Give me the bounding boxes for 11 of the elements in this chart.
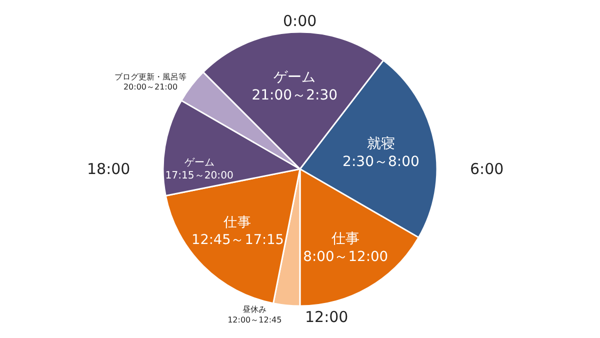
text: 12:00 — [305, 308, 348, 326]
text: 0:00 — [283, 12, 317, 30]
slice-label: ブログ更新・風呂等 20:00～21:00 — [114, 72, 186, 92]
slice-label: ゲーム 21:00～2:30 — [252, 70, 338, 104]
slice-label: 仕事 12:45～17:15 — [192, 214, 284, 248]
text: 18:00 — [87, 160, 130, 178]
slice-label: 就寝 2:30～8:00 — [342, 136, 420, 170]
text: 6:00 — [470, 160, 504, 178]
slice-label: 昼休み 12:00～12:45 — [228, 305, 282, 325]
slice-label: ゲーム 17:15～20:00 — [165, 157, 234, 182]
slice-label: 仕事 8:00～12:00 — [303, 231, 388, 266]
